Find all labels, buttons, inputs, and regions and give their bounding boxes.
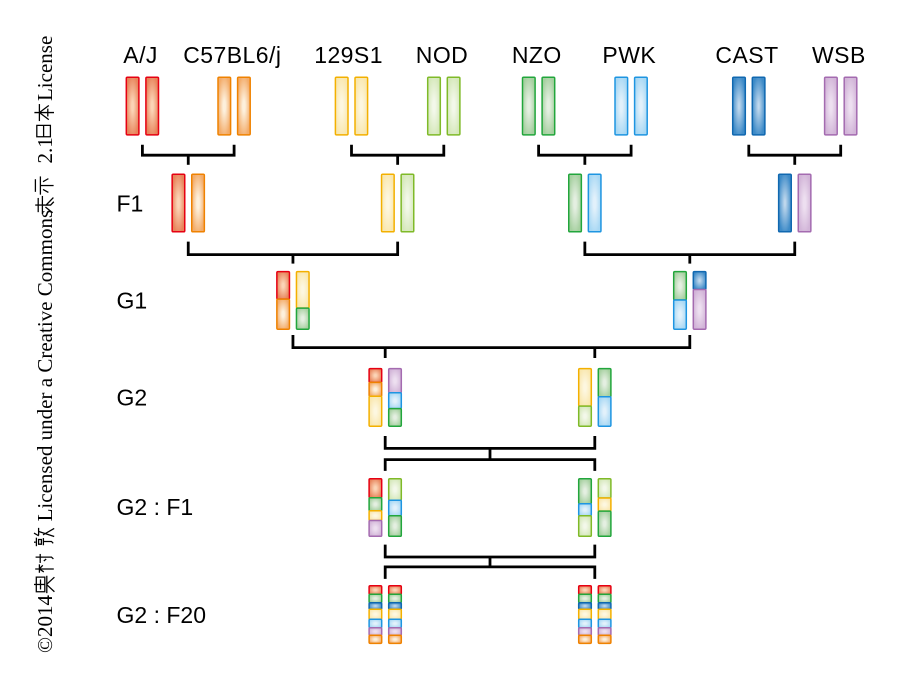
svg-text:F1: F1	[117, 190, 144, 216]
svg-text:2.1: 2.1	[33, 137, 57, 163]
svg-text:©2014: ©2014	[33, 595, 57, 653]
svg-text:CAST: CAST	[715, 42, 778, 68]
svg-text:G2 : F20: G2 : F20	[117, 602, 206, 628]
svg-text:G1: G1	[117, 288, 148, 314]
svg-text:129S1: 129S1	[314, 42, 383, 68]
svg-text:WSB: WSB	[812, 42, 866, 68]
svg-text:PWK: PWK	[602, 42, 656, 68]
svg-text:NOD: NOD	[416, 42, 468, 68]
svg-text:Licensed under a Creative Comm: Licensed under a Creative Commons	[33, 210, 57, 522]
svg-text:License: License	[33, 36, 57, 101]
svg-text:C57BL6/j: C57BL6/j	[183, 42, 281, 68]
svg-text:G2: G2	[117, 385, 148, 411]
svg-text:G2 : F1: G2 : F1	[117, 494, 194, 520]
svg-text:NZO: NZO	[512, 42, 562, 68]
svg-text:A/J: A/J	[123, 42, 158, 68]
